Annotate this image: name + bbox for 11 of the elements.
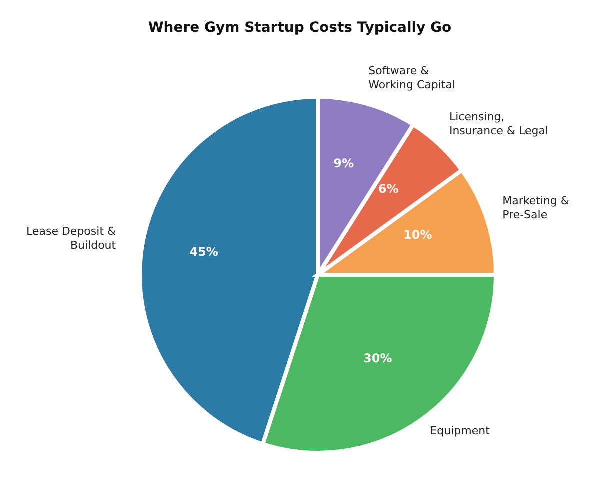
slice-label: Software & Working Capital [368, 64, 456, 92]
slice-label: Marketing & Pre-Sale [502, 194, 570, 222]
slice-label: Licensing, Insurance & Legal [449, 110, 549, 138]
data-label: 45% [190, 245, 218, 260]
data-label: 10% [404, 228, 432, 242]
slice-label: Equipment [430, 424, 491, 438]
data-label: 6% [378, 182, 399, 196]
slice-label: Lease Deposit & Buildout [26, 224, 117, 252]
chart-title: Where Gym Startup Costs Typically Go [148, 20, 452, 36]
data-label: 30% [364, 352, 392, 366]
data-label: 9% [334, 156, 354, 170]
